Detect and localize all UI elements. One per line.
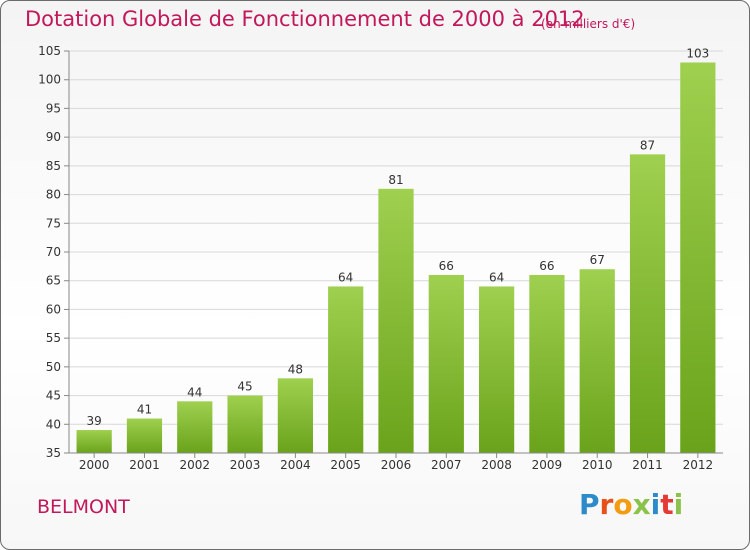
data-label: 45: [237, 380, 252, 394]
y-tick-label: 80: [46, 188, 61, 202]
y-tick-label: 60: [46, 302, 61, 316]
y-tick-label: 45: [46, 389, 61, 403]
x-tick-label: 2006: [381, 458, 412, 472]
bar: [479, 286, 515, 453]
bar: [629, 154, 666, 453]
x-tick-label: 2011: [632, 458, 663, 472]
y-tick-label: 55: [46, 331, 61, 345]
logo-letter: x: [632, 488, 651, 521]
bar: [126, 418, 163, 453]
bar: [529, 274, 565, 453]
x-tick-label: 2002: [179, 458, 210, 472]
data-label: 39: [87, 414, 102, 428]
logo-letter: t: [660, 488, 674, 521]
bars: [76, 62, 716, 454]
logo-letter: o: [613, 488, 633, 521]
bar: [328, 286, 364, 453]
proxiti-logo: Proxiti: [579, 488, 683, 521]
x-tick-label: 2000: [79, 458, 110, 472]
data-label: 44: [187, 385, 202, 399]
data-label: 66: [439, 259, 454, 273]
data-labels: 39 41 44 45 48 64 81 66 64 66 67 87 103: [87, 46, 710, 428]
bar: [177, 401, 213, 453]
x-tick-label: 2007: [431, 458, 462, 472]
x-tick-label: 2001: [129, 458, 160, 472]
data-label: 103: [686, 46, 709, 60]
chart-title: Dotation Globale de Fonctionnement de 20…: [25, 7, 585, 31]
y-tick-label: 95: [46, 101, 61, 115]
data-label: 66: [539, 259, 554, 273]
logo-letter: P: [579, 488, 600, 521]
x-tick-label: 2010: [582, 458, 613, 472]
x-tick-label: 2009: [532, 458, 563, 472]
x-tick-label: 2005: [330, 458, 361, 472]
bar: [378, 188, 414, 454]
axes: 35 40 45 50 55 60 65 70 75 80 85 90 95 100 105 2000 2001…: [38, 44, 723, 472]
data-label: 48: [288, 362, 303, 376]
y-tick-label: 70: [46, 245, 61, 259]
y-tick-label: 40: [46, 417, 61, 431]
bar: [277, 378, 313, 453]
x-tick-label: 2008: [481, 458, 512, 472]
logo-letter: r: [599, 488, 614, 521]
x-tick-label: 2004: [280, 458, 311, 472]
bar: [227, 395, 263, 453]
y-tick-label: 105: [38, 44, 61, 58]
y-tick-label: 90: [46, 130, 61, 144]
y-tick-label: 65: [46, 274, 61, 288]
y-tick-label: 50: [46, 360, 61, 374]
logo-letter: i: [650, 488, 661, 521]
x-tick-label: 2012: [683, 458, 714, 472]
data-label: 67: [590, 253, 605, 267]
chart-subtitle: (en milliers d'€): [541, 17, 636, 31]
location-name: BELMONT: [37, 496, 130, 518]
data-label: 64: [489, 270, 504, 284]
x-tick-label: 2003: [230, 458, 261, 472]
bar: [680, 62, 716, 453]
data-label: 81: [388, 173, 403, 187]
logo-letter: i: [673, 488, 684, 521]
bar: [76, 430, 112, 453]
y-tick-label: 35: [46, 446, 61, 460]
data-label: 41: [137, 403, 152, 417]
y-tick-label: 85: [46, 159, 61, 173]
data-label: 87: [640, 138, 655, 152]
y-tick-label: 75: [46, 216, 61, 230]
bar: [428, 274, 464, 453]
bar: [579, 269, 615, 453]
data-label: 64: [338, 270, 353, 284]
y-tick-label: 100: [38, 73, 61, 87]
